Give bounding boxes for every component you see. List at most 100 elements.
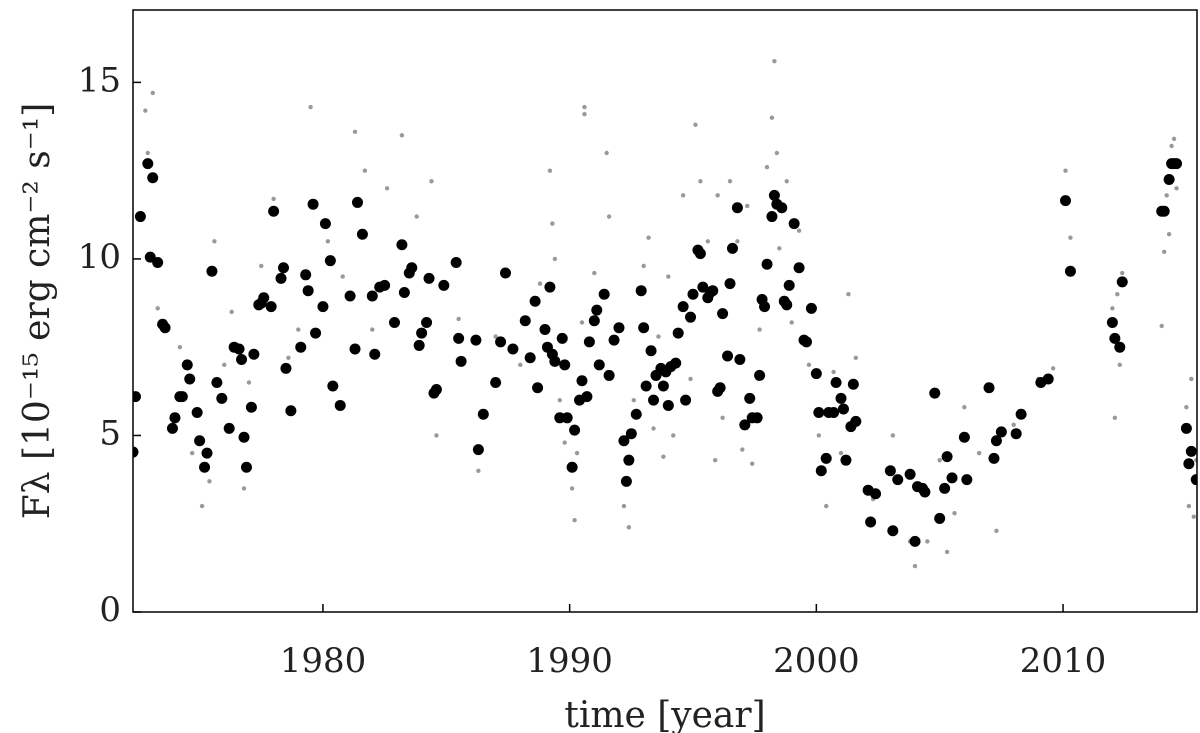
data-point bbox=[620, 475, 632, 487]
data-point bbox=[929, 387, 941, 399]
data-point bbox=[793, 262, 805, 274]
data-point bbox=[532, 382, 544, 394]
data-point bbox=[840, 454, 852, 466]
data-point bbox=[271, 196, 276, 202]
data-point bbox=[810, 368, 822, 380]
data-point bbox=[789, 320, 794, 325]
data-point bbox=[248, 348, 260, 360]
data-point bbox=[750, 461, 755, 466]
data-point bbox=[275, 272, 287, 284]
data-point bbox=[813, 407, 825, 419]
data-point bbox=[751, 412, 763, 424]
data-point bbox=[421, 316, 433, 328]
y-tick-label: 10 bbox=[78, 237, 121, 277]
data-point bbox=[207, 479, 212, 484]
data-point bbox=[707, 285, 719, 297]
data-point bbox=[477, 408, 489, 420]
data-point bbox=[1109, 332, 1121, 344]
data-point bbox=[608, 334, 620, 346]
data-point bbox=[150, 90, 155, 96]
x-tick-label: 2010 bbox=[1020, 641, 1107, 681]
data-point bbox=[159, 322, 171, 334]
data-point bbox=[238, 431, 250, 443]
data-point bbox=[796, 228, 802, 233]
data-point bbox=[688, 376, 693, 382]
data-point bbox=[455, 355, 467, 367]
data-point bbox=[579, 320, 585, 325]
data-point bbox=[199, 461, 211, 473]
data-point bbox=[887, 525, 899, 537]
data-point bbox=[190, 450, 195, 456]
data-point bbox=[937, 457, 942, 463]
data-point bbox=[268, 205, 280, 217]
data-point bbox=[223, 422, 235, 434]
data-point bbox=[265, 301, 277, 313]
data-point bbox=[648, 394, 660, 406]
data-point bbox=[847, 378, 859, 390]
data-point bbox=[939, 482, 951, 494]
data-point bbox=[490, 376, 502, 388]
data-point bbox=[909, 535, 921, 547]
data-point bbox=[369, 348, 381, 360]
data-point bbox=[1068, 235, 1073, 240]
data-point bbox=[1158, 205, 1170, 217]
data-point bbox=[621, 503, 627, 509]
data-point bbox=[246, 380, 252, 385]
data-point bbox=[300, 269, 312, 281]
data-point bbox=[544, 281, 556, 293]
data-point bbox=[559, 359, 571, 371]
data-point bbox=[500, 267, 512, 279]
data-point bbox=[450, 256, 462, 268]
data-point bbox=[806, 362, 812, 368]
data-point bbox=[539, 324, 551, 336]
data-point bbox=[1171, 158, 1183, 170]
data-point bbox=[325, 239, 331, 244]
data-point bbox=[133, 391, 141, 403]
data-point bbox=[1042, 373, 1054, 385]
data-point bbox=[184, 373, 196, 385]
data-point bbox=[307, 198, 319, 210]
data-point bbox=[344, 290, 356, 302]
data-point bbox=[630, 408, 642, 420]
data-point bbox=[569, 486, 575, 491]
data-point bbox=[351, 196, 363, 208]
data-point bbox=[837, 403, 849, 415]
plot-area bbox=[133, 58, 1197, 569]
data-point bbox=[229, 309, 234, 315]
data-point bbox=[740, 447, 745, 452]
data-point bbox=[414, 214, 419, 219]
data-point bbox=[745, 203, 750, 209]
data-point bbox=[1161, 249, 1167, 255]
data-point bbox=[169, 412, 181, 424]
data-point bbox=[362, 168, 368, 173]
data-point bbox=[1050, 366, 1056, 371]
data-point bbox=[1185, 445, 1197, 457]
data-point bbox=[177, 344, 183, 350]
data-point bbox=[934, 512, 946, 524]
data-point bbox=[976, 450, 982, 456]
data-point bbox=[518, 362, 523, 368]
data-point bbox=[656, 334, 661, 339]
data-point bbox=[598, 288, 610, 300]
data-point bbox=[582, 111, 587, 117]
data-point bbox=[529, 295, 541, 307]
data-point bbox=[912, 563, 918, 569]
data-point bbox=[324, 255, 336, 267]
data-point bbox=[1015, 408, 1027, 420]
data-point bbox=[995, 426, 1007, 438]
data-point bbox=[774, 150, 780, 156]
data-point bbox=[430, 384, 442, 396]
data-point bbox=[241, 486, 247, 491]
data-point bbox=[645, 345, 657, 357]
data-point bbox=[581, 391, 593, 403]
data-point bbox=[370, 327, 375, 332]
data-point bbox=[1110, 306, 1115, 311]
data-point bbox=[245, 401, 257, 413]
data-point bbox=[618, 435, 630, 447]
data-point bbox=[240, 461, 252, 473]
data-point bbox=[828, 407, 840, 419]
data-point bbox=[990, 435, 1002, 447]
data-point bbox=[155, 306, 160, 311]
data-point bbox=[566, 461, 578, 473]
data-point bbox=[698, 179, 703, 184]
